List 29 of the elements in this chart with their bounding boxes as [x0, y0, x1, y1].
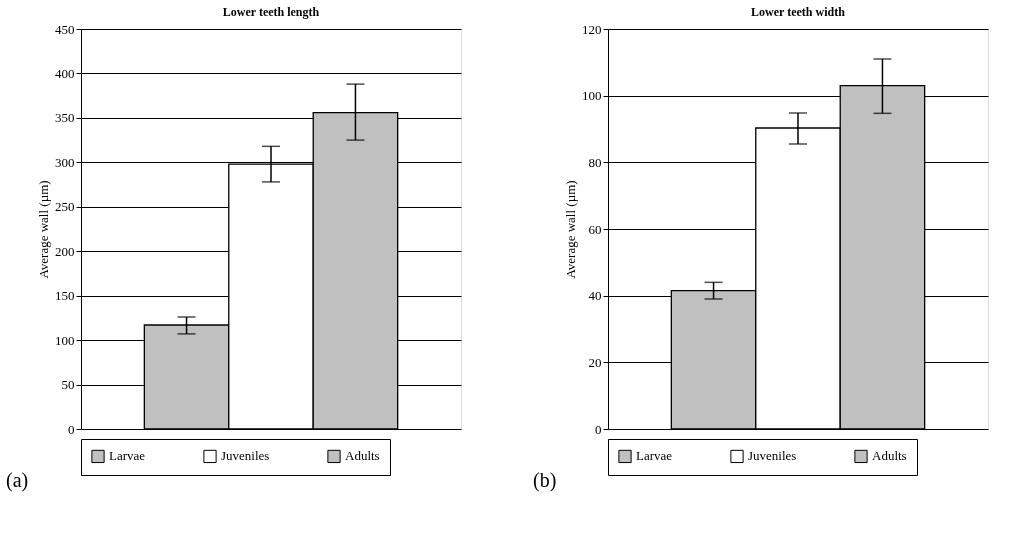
legend-label: Adults — [345, 448, 380, 464]
legend-label: Larvae — [636, 448, 673, 464]
y-tick-label: 100 — [582, 88, 602, 104]
y-tick-label: 80 — [588, 154, 602, 170]
y-tick-label: 350 — [55, 110, 75, 126]
chart-title: Lower teeth width — [751, 5, 846, 19]
y-axis-title: Average wall (µm) — [36, 180, 51, 279]
chart-title: Lower teeth length — [222, 5, 320, 19]
legend-label: Juveniles — [748, 448, 797, 464]
y-tick-label: 100 — [55, 332, 75, 348]
y-tick-label: 300 — [55, 154, 75, 170]
y-tick-label: 200 — [55, 243, 75, 259]
y-tick-label: 0 — [595, 421, 602, 437]
y-tick-label: 60 — [588, 221, 602, 237]
y-tick-label: 400 — [55, 65, 75, 81]
y-tick-label: 150 — [55, 288, 75, 304]
legend-label: Larvae — [109, 448, 146, 464]
text: (a) — [6, 469, 29, 492]
legend-label: Adults — [872, 448, 907, 464]
y-tick-label: 0 — [68, 421, 75, 437]
y-tick-label: 20 — [588, 354, 602, 370]
y-tick-label: 50 — [61, 377, 75, 393]
y-axis-title: Average wall (µm) — [563, 180, 578, 279]
y-tick-label: 250 — [55, 199, 75, 215]
legend-label: Juveniles — [221, 448, 270, 464]
y-tick-label: 120 — [582, 21, 602, 37]
y-tick-label: 450 — [55, 21, 75, 37]
y-tick-label: 40 — [588, 288, 602, 304]
text: (b) — [533, 469, 557, 492]
